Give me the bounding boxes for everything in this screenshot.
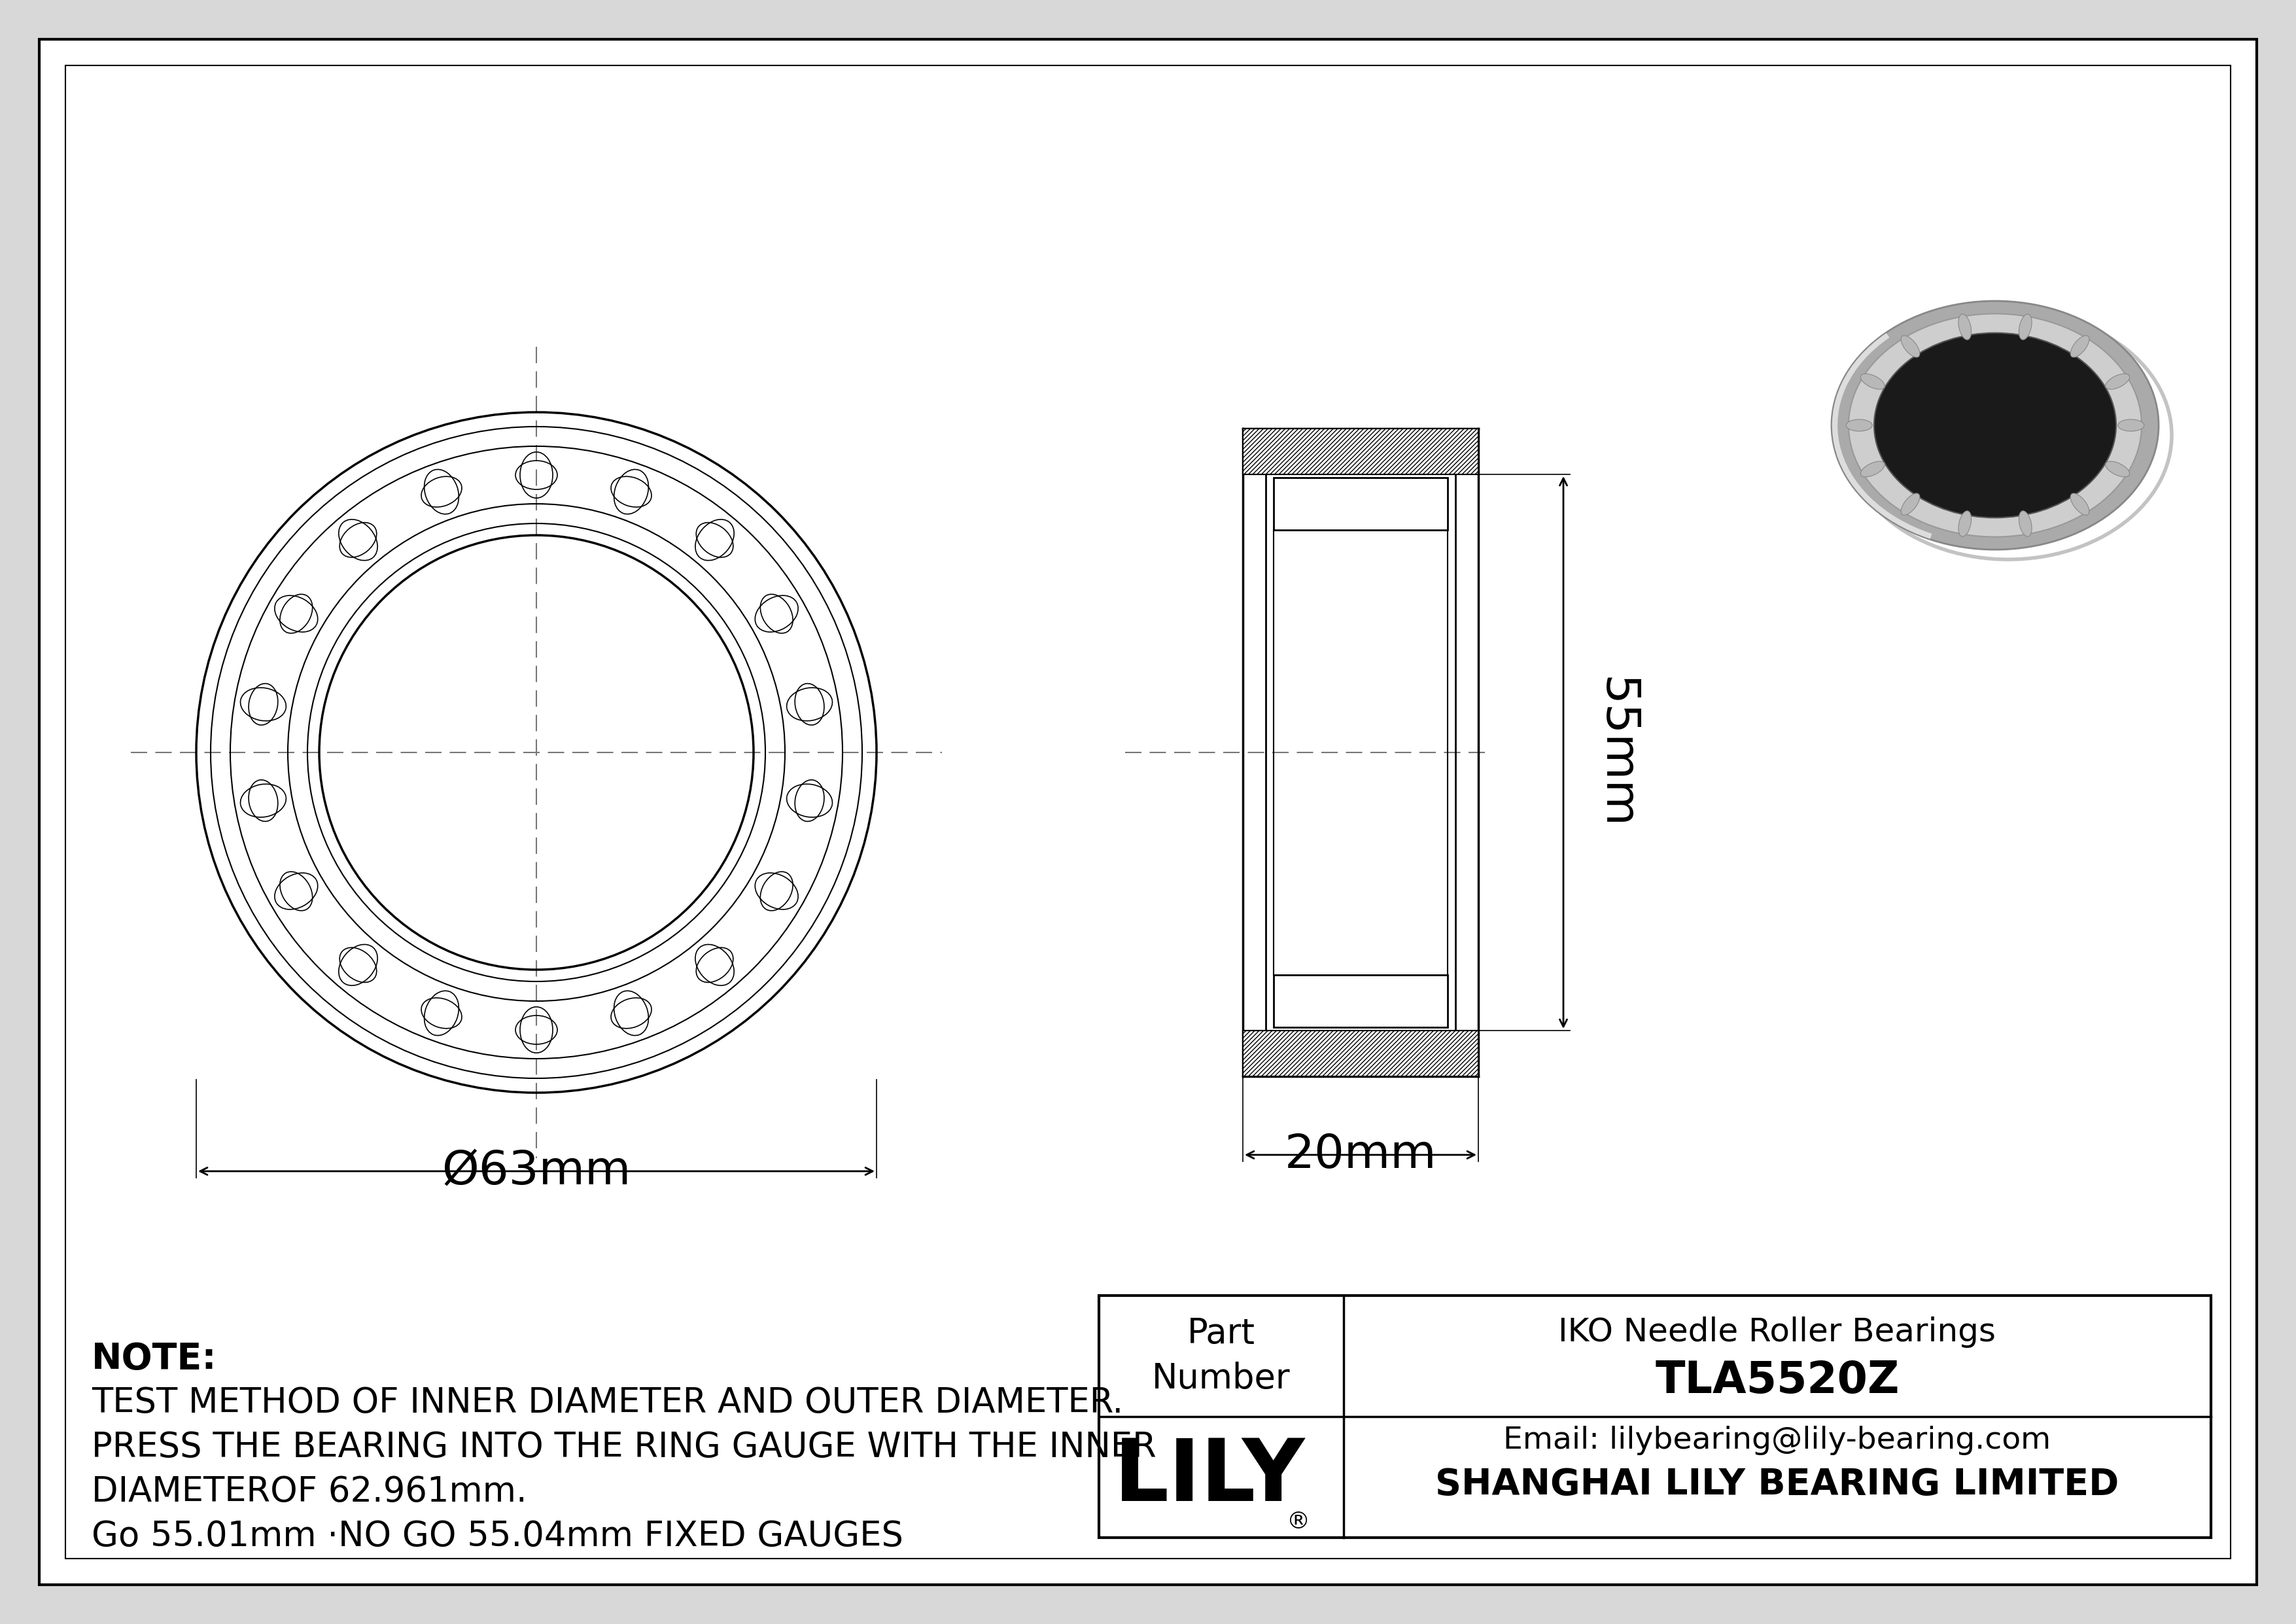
Ellipse shape xyxy=(2018,512,2032,536)
Ellipse shape xyxy=(1901,336,1919,357)
Ellipse shape xyxy=(2018,313,2032,339)
Bar xyxy=(1242,1031,1479,1077)
Ellipse shape xyxy=(1860,374,1885,390)
Text: 20mm: 20mm xyxy=(1283,1132,1437,1177)
Ellipse shape xyxy=(1846,419,1871,432)
Bar xyxy=(1242,1031,1479,1077)
Ellipse shape xyxy=(2105,374,2131,390)
Text: DIAMETEROF 62.961mm.: DIAMETEROF 62.961mm. xyxy=(92,1475,528,1509)
Text: Part
Number: Part Number xyxy=(1153,1317,1290,1395)
Text: Ø63mm: Ø63mm xyxy=(441,1148,631,1194)
Ellipse shape xyxy=(1958,313,1972,339)
Bar xyxy=(1274,477,1446,529)
Ellipse shape xyxy=(2071,494,2089,515)
Text: TLA5520Z: TLA5520Z xyxy=(1655,1359,1899,1402)
Text: ®: ® xyxy=(1286,1510,1311,1533)
Text: TEST METHOD OF INNER DIAMETER AND OUTER DIAMETER.: TEST METHOD OF INNER DIAMETER AND OUTER … xyxy=(92,1385,1123,1419)
Bar xyxy=(1242,429,1479,474)
Ellipse shape xyxy=(2117,419,2144,432)
Ellipse shape xyxy=(2105,461,2131,477)
Text: IKO Needle Roller Bearings: IKO Needle Roller Bearings xyxy=(1559,1315,1995,1348)
Ellipse shape xyxy=(1958,512,1972,536)
Ellipse shape xyxy=(1874,333,2117,518)
Text: SHANGHAI LILY BEARING LIMITED: SHANGHAI LILY BEARING LIMITED xyxy=(1435,1466,2119,1502)
Text: Go 55.01mm ·NO GO 55.04mm FIXED GAUGES: Go 55.01mm ·NO GO 55.04mm FIXED GAUGES xyxy=(92,1520,902,1553)
Text: Email: lilybearing@lily-bearing.com: Email: lilybearing@lily-bearing.com xyxy=(1504,1426,2050,1455)
Text: NOTE:: NOTE: xyxy=(92,1341,216,1377)
Bar xyxy=(1242,429,1479,474)
Ellipse shape xyxy=(1901,494,1919,515)
Bar xyxy=(1100,1296,2211,1538)
Text: 55mm: 55mm xyxy=(1593,676,1637,828)
Ellipse shape xyxy=(2071,336,2089,357)
Text: LILY: LILY xyxy=(1114,1436,1304,1518)
Ellipse shape xyxy=(1860,461,1885,477)
Ellipse shape xyxy=(1832,300,2158,549)
Text: PRESS THE BEARING INTO THE RING GAUGE WITH THE INNER: PRESS THE BEARING INTO THE RING GAUGE WI… xyxy=(92,1431,1157,1465)
Ellipse shape xyxy=(1848,313,2142,538)
Bar xyxy=(1274,974,1446,1028)
